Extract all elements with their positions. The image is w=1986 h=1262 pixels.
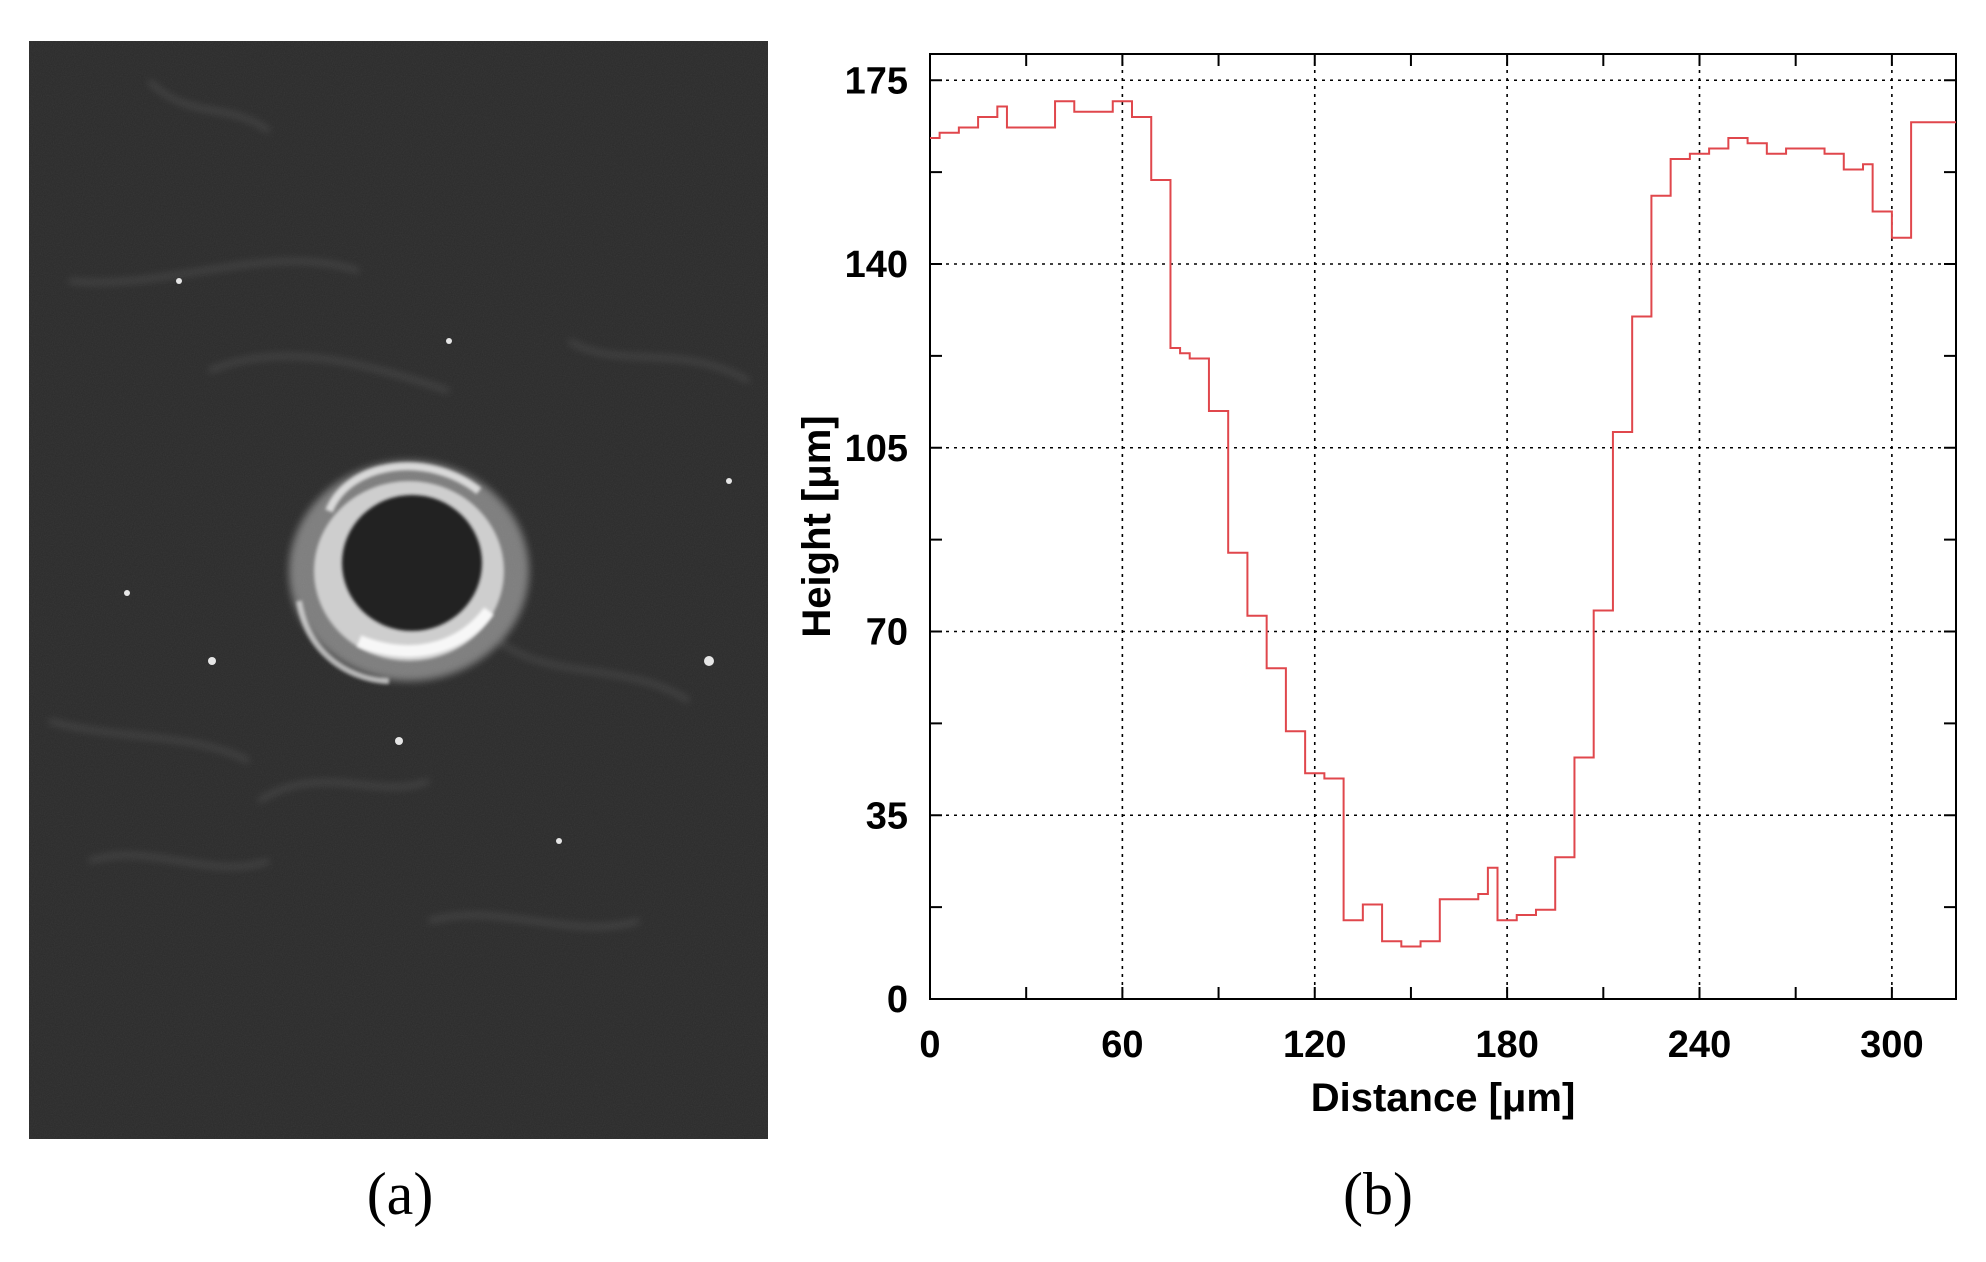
y-tick-label: 140	[845, 244, 908, 286]
y-tick-label: 35	[866, 795, 908, 837]
x-tick-label: 240	[1668, 1024, 1731, 1066]
height-profile-chart: 0 60 120 180 240 300 0 35 70 105 140 175 Distance …	[760, 20, 1986, 1150]
y-tick-label: 175	[845, 60, 908, 102]
caption-b: (b)	[1343, 1161, 1413, 1227]
y-tick-label: 0	[887, 979, 908, 1021]
micrograph-svg	[29, 41, 768, 1139]
chart-svg: 0 60 120 180 240 300 0 35 70 105 140 175 Distance …	[795, 53, 1957, 1120]
x-tick-label: 120	[1283, 1024, 1346, 1066]
particles	[124, 278, 732, 844]
surface-streaks	[48, 79, 750, 929]
tick-marks	[929, 54, 1956, 1000]
y-axis-label: Height [μm]	[795, 415, 839, 637]
x-tick-label: 60	[1101, 1024, 1143, 1066]
crater	[289, 461, 529, 684]
x-tick-label: 180	[1475, 1024, 1538, 1066]
micrograph-image	[29, 41, 768, 1139]
grid-lines	[930, 54, 1956, 1000]
caption-a: (a)	[366, 1161, 434, 1227]
x-tick-label: 300	[1860, 1024, 1923, 1066]
x-tick-label: 0	[919, 1024, 940, 1066]
y-tick-label: 70	[866, 612, 908, 654]
y-tick-label: 105	[845, 428, 908, 470]
x-axis-label: Distance [μm]	[1311, 1076, 1576, 1120]
x-tick-labels: 0 60 120 180 240 300	[919, 1024, 1923, 1066]
y-tick-labels: 0 35 70 105 140 175	[845, 60, 908, 1021]
plot-area	[929, 53, 1957, 1000]
height-profile-line	[930, 100, 1956, 948]
